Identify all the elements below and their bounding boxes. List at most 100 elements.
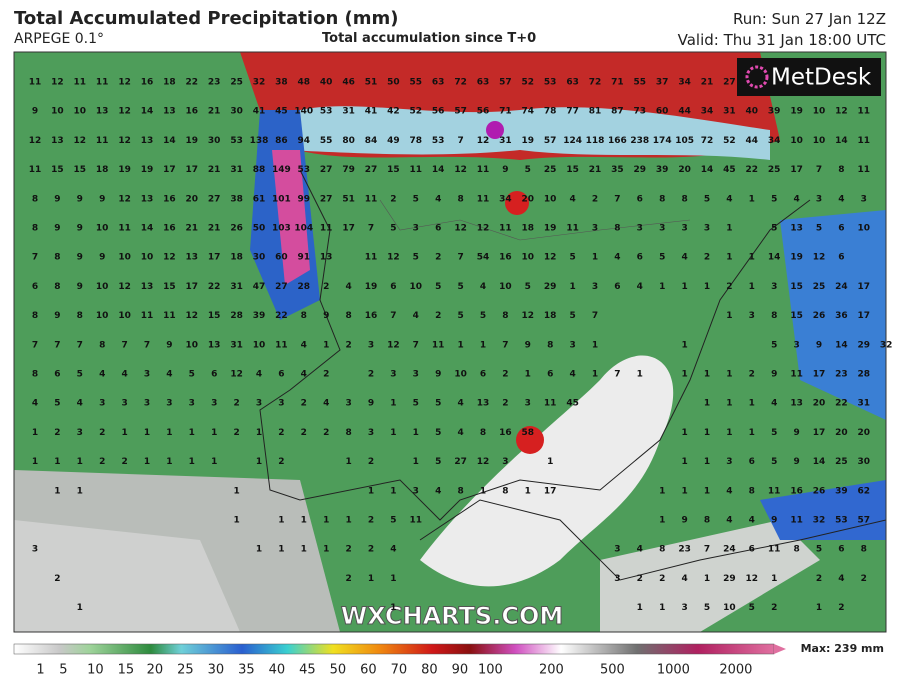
precip-value: 1 [233, 486, 239, 496]
precip-value: 12 [51, 78, 64, 88]
precip-value: 11 [790, 516, 803, 526]
precip-value: 63 [566, 78, 579, 88]
precip-value: 12 [118, 282, 131, 292]
precip-value: 44 [746, 136, 759, 146]
precip-value: 53 [544, 78, 557, 88]
precip-value: 9 [99, 194, 105, 204]
precip-value: 4 [457, 428, 463, 438]
precip-value: 2 [749, 370, 755, 380]
precip-value: 39 [656, 165, 669, 175]
precip-value: 1 [726, 253, 732, 263]
precip-value: 21 [208, 107, 221, 117]
precip-value: 3 [816, 194, 822, 204]
precip-value: 2 [502, 370, 508, 380]
precip-value: 6 [637, 253, 643, 263]
precip-value: 6 [480, 370, 486, 380]
precip-value: 10 [51, 107, 64, 117]
precip-value: 2 [345, 574, 351, 584]
precip-value: 16 [499, 428, 512, 438]
colorbar-label: 10 [87, 663, 104, 678]
precip-value: 1 [189, 457, 195, 467]
precip-value: 124 [563, 136, 582, 146]
precip-value: 21 [208, 165, 221, 175]
precip-value: 22 [208, 282, 221, 292]
precip-value: 105 [675, 136, 694, 146]
precip-value: 1 [233, 516, 239, 526]
precip-value: 28 [298, 282, 311, 292]
precip-value: 2 [323, 370, 329, 380]
precip-value: 42 [387, 107, 400, 117]
precip-value: 6 [614, 282, 620, 292]
precip-value: 1 [278, 545, 284, 555]
precip-value: 9 [77, 194, 83, 204]
precip-value: 2 [502, 399, 508, 409]
precip-value: 7 [457, 253, 463, 263]
precip-value: 3 [525, 399, 531, 409]
colorbar-label: 5 [59, 663, 67, 678]
precip-value: 17 [790, 165, 803, 175]
precip-value: 4 [390, 545, 396, 555]
precip-value: 118 [586, 136, 605, 146]
precip-value: 8 [749, 486, 755, 496]
precip-value: 17 [858, 311, 871, 321]
precip-value: 8 [502, 311, 508, 321]
precip-value: 238 [630, 136, 649, 146]
precip-value: 45 [723, 165, 736, 175]
precip-value: 1 [54, 486, 60, 496]
precip-value: 17 [186, 165, 199, 175]
precip-value: 4 [793, 194, 799, 204]
precip-value: 72 [589, 78, 602, 88]
precip-value: 1 [525, 486, 531, 496]
precip-value: 1 [726, 224, 732, 234]
precip-value: 30 [230, 107, 243, 117]
precip-value: 1 [749, 253, 755, 263]
precip-value: 19 [186, 136, 199, 146]
precip-value: 7 [32, 253, 38, 263]
precip-value: 91 [298, 253, 311, 263]
precip-value: 13 [141, 194, 154, 204]
precip-value: 5 [189, 370, 195, 380]
precip-value: 78 [410, 136, 423, 146]
precip-value: 39 [768, 107, 781, 117]
precip-value: 2 [771, 603, 777, 613]
precip-value: 6 [211, 370, 217, 380]
precip-value: 9 [54, 194, 60, 204]
precip-value: 23 [208, 78, 221, 88]
precip-value: 8 [704, 516, 710, 526]
precip-value: 2 [301, 428, 307, 438]
precip-value: 14 [163, 136, 176, 146]
precip-value: 34 [499, 194, 512, 204]
precip-value: 1 [413, 428, 419, 438]
colorbar-label: 35 [238, 663, 255, 678]
precip-value: 8 [457, 486, 463, 496]
precip-value: 11 [544, 399, 557, 409]
precip-value: 9 [99, 253, 105, 263]
precip-value: 6 [32, 282, 38, 292]
precip-value: 55 [320, 136, 333, 146]
precip-value: 2 [278, 457, 284, 467]
precip-value: 103 [272, 224, 291, 234]
precip-value: 3 [99, 399, 105, 409]
precip-value: 51 [365, 78, 378, 88]
precip-value: 8 [502, 486, 508, 496]
precip-value: 1 [390, 428, 396, 438]
precip-value: 17 [813, 428, 826, 438]
precip-value: 8 [480, 428, 486, 438]
precip-value: 16 [163, 224, 176, 234]
precip-value: 8 [32, 311, 38, 321]
precip-value: 1 [301, 545, 307, 555]
precip-value: 2 [121, 457, 127, 467]
precip-value: 5 [390, 516, 396, 526]
precip-value: 4 [480, 282, 486, 292]
precip-value: 16 [163, 194, 176, 204]
precip-value: 57 [544, 136, 557, 146]
precip-value: 2 [637, 574, 643, 584]
precip-value: 77 [566, 107, 579, 117]
precip-value: 71 [611, 78, 624, 88]
precip-value: 12 [544, 253, 557, 263]
precip-value: 25 [835, 457, 848, 467]
precip-value: 12 [522, 311, 535, 321]
precip-value: 28 [230, 311, 243, 321]
precip-value: 40 [746, 107, 759, 117]
